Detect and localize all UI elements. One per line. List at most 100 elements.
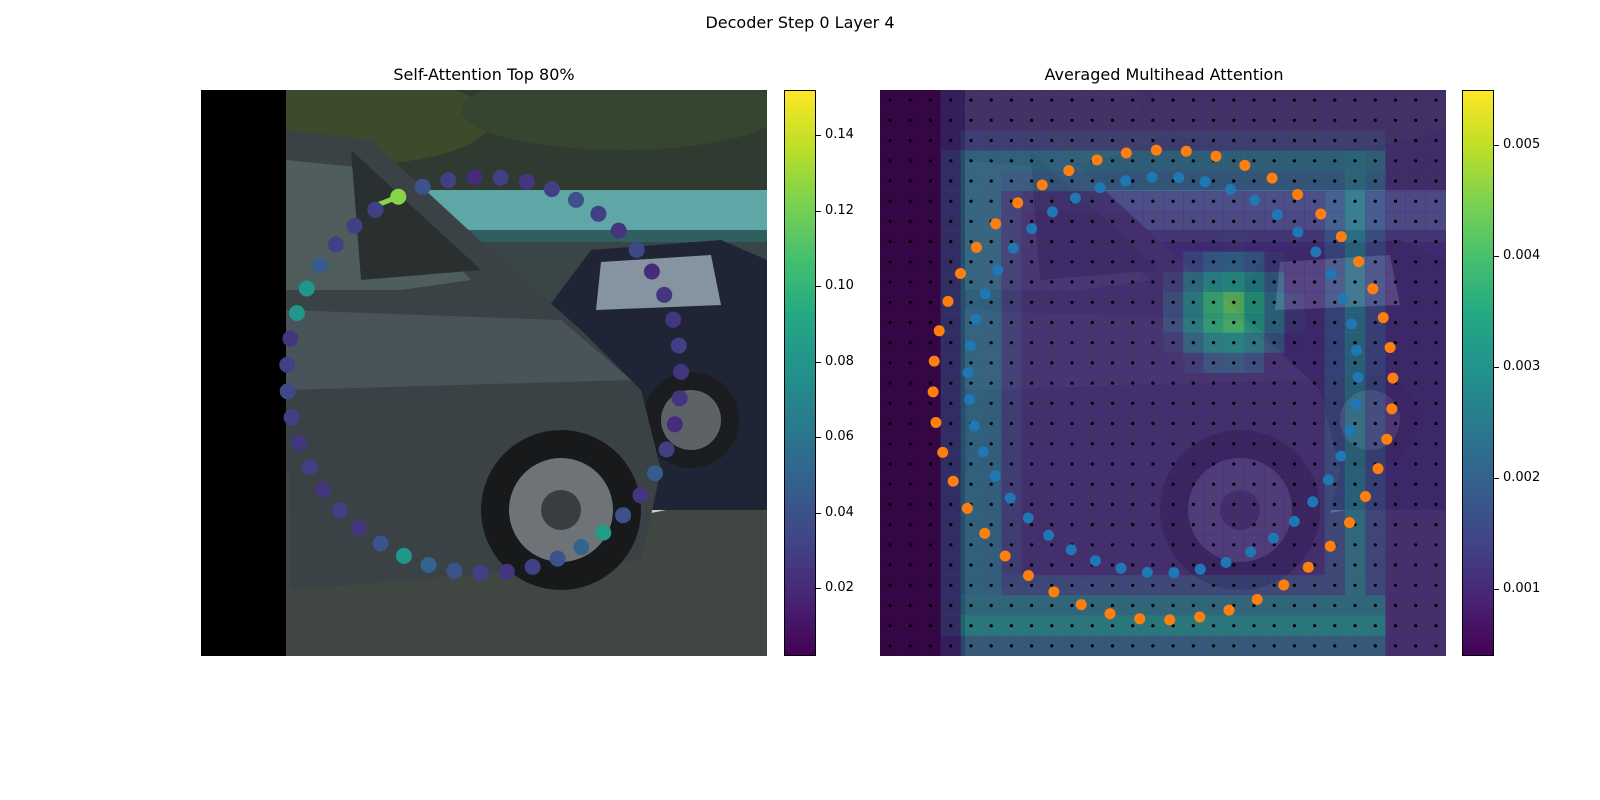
self-attention-colorbar-tickmark: [816, 437, 821, 438]
grid-dot: [1090, 118, 1094, 122]
grid-dot: [888, 482, 892, 486]
grid-dot: [969, 462, 973, 466]
grid-dot: [1232, 381, 1236, 385]
grid-dot: [1191, 240, 1195, 244]
grid-dot: [1131, 421, 1135, 426]
grid-dot: [928, 341, 933, 345]
orange-series-point: [1164, 614, 1176, 626]
orange-series-point: [1075, 599, 1087, 611]
grid-dot: [1110, 482, 1115, 486]
grid-dot: [1131, 442, 1135, 446]
orange-series-point: [1180, 145, 1192, 157]
grid-dot: [1393, 260, 1398, 264]
grid-dot: [928, 644, 933, 648]
grid-dot: [1151, 118, 1155, 122]
grid-dot: [1009, 523, 1013, 527]
orange-series-point: [947, 475, 959, 487]
attention-point: [671, 390, 688, 407]
orange-series-point: [1091, 154, 1103, 166]
grid-dot: [1292, 624, 1296, 628]
grid-dot: [949, 159, 953, 163]
grid-dot: [908, 240, 912, 244]
grid-dot: [1151, 260, 1155, 264]
grid-dot: [969, 603, 973, 608]
grid-dot: [888, 381, 892, 385]
grid-dot: [1333, 118, 1337, 122]
grid-dot: [1393, 624, 1398, 628]
grid-dot: [1151, 563, 1155, 567]
grid-dot: [1292, 462, 1296, 466]
grid-dot: [1009, 543, 1013, 547]
grid-dot: [1171, 118, 1175, 122]
attention-point: [590, 205, 607, 222]
orange-series-point: [942, 295, 954, 307]
grid-dot: [1313, 118, 1317, 122]
grid-dot: [1414, 361, 1418, 365]
blue-series-point: [1307, 496, 1319, 508]
blue-series-point: [1322, 474, 1334, 486]
grid-dot: [1353, 583, 1357, 587]
grid-dot: [989, 401, 993, 405]
blue-series-point: [1271, 209, 1283, 221]
grid-dot: [1131, 361, 1135, 365]
grid-dot: [1393, 118, 1398, 122]
grid-dot: [1211, 543, 1216, 547]
grid-dot: [1191, 603, 1195, 608]
grid-dot: [1434, 219, 1438, 223]
grid-dot: [1090, 138, 1094, 143]
grid-dot: [1333, 603, 1337, 608]
attention-point: [670, 337, 687, 354]
blue-series-point: [1043, 529, 1055, 541]
grid-dot: [1090, 240, 1094, 244]
blue-series-point: [1335, 450, 1347, 462]
grid-dot: [989, 118, 993, 122]
grid-dot: [928, 624, 933, 628]
grid-dot: [1191, 401, 1195, 405]
grid-dot: [928, 280, 933, 284]
blue-series-point: [1337, 292, 1349, 304]
grid-dot: [1373, 603, 1377, 608]
grid-dot: [1292, 421, 1296, 426]
grid-dot: [1171, 381, 1175, 385]
grid-dot: [1373, 260, 1377, 264]
grid-dot: [1353, 502, 1357, 506]
grid-dot: [1070, 280, 1074, 284]
grid-dot: [1373, 320, 1377, 325]
grid-dot: [969, 118, 973, 122]
grid-dot: [1131, 624, 1135, 628]
grid-dot: [1171, 583, 1175, 587]
grid-dot: [1232, 644, 1236, 648]
grid-dot: [1434, 502, 1438, 506]
grid-dot: [1434, 583, 1438, 587]
grid-dot: [1171, 502, 1175, 506]
attention-point: [643, 263, 660, 280]
grid-dot: [1252, 381, 1256, 385]
blue-series-point: [962, 367, 974, 379]
grid-dot: [888, 280, 892, 284]
grid-dot: [1313, 462, 1317, 466]
grid-dot: [1252, 523, 1256, 527]
orange-series-point: [1344, 517, 1355, 529]
grid-dot: [908, 341, 912, 345]
grid-dot: [1272, 603, 1276, 608]
grid-dot: [1232, 624, 1236, 628]
grid-dot: [1232, 563, 1236, 567]
self-attention-colorbar-tickmark: [816, 362, 821, 363]
grid-dot: [1191, 300, 1195, 304]
grid-dot: [1030, 159, 1034, 163]
self-attention-colorbar-tickmark: [816, 211, 821, 212]
grid-dot: [908, 159, 912, 163]
grid-dot: [928, 482, 933, 486]
grid-dot: [1070, 98, 1074, 102]
attention-point: [372, 535, 389, 552]
grid-dot: [1333, 199, 1337, 203]
grid-dot: [1110, 563, 1115, 567]
grid-dot: [1373, 502, 1377, 506]
grid-dot: [1373, 199, 1377, 203]
grid-dot: [1292, 240, 1296, 244]
blue-series-point: [1120, 175, 1132, 187]
grid-dot: [1292, 502, 1296, 506]
grid-dot: [989, 341, 993, 345]
orange-series-point: [1292, 189, 1304, 200]
grid-dot: [1151, 320, 1155, 325]
